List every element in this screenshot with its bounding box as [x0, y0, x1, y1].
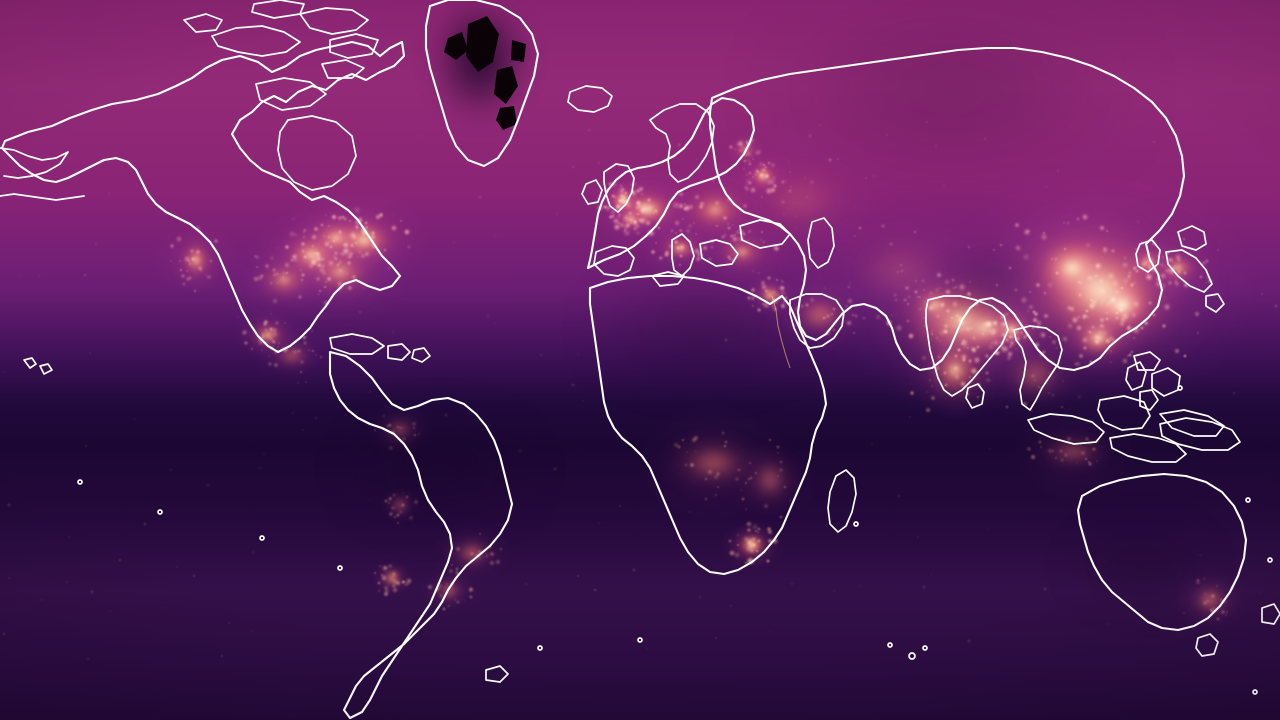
- coastline-indonesia: [1027, 351, 1225, 463]
- coastline-japan: [1165, 225, 1225, 313]
- coastline-aleutians: [0, 193, 85, 201]
- coastline-indochina: [1013, 325, 1063, 411]
- coastline-africa: [588, 274, 828, 576]
- coastline-falklands: [485, 665, 509, 683]
- coastline-asia: [708, 46, 1186, 372]
- coastline-europe: [586, 96, 756, 270]
- greenland-nodata: [444, 16, 526, 130]
- coastline-tasmania: [1195, 633, 1219, 657]
- coastline-scandinavia: [649, 103, 715, 183]
- coastline-caribbean: [329, 333, 431, 363]
- coastline-australia: [1076, 472, 1248, 632]
- coastline-hudson-bay: [277, 115, 357, 191]
- coastline-hawaii: [23, 357, 53, 375]
- coastline-canadian-arctic: [183, 0, 379, 111]
- small-islands: [77, 385, 1273, 695]
- coastline-new-guinea: [1159, 417, 1241, 451]
- coastline-sri-lanka: [965, 383, 985, 409]
- coastline-iceland: [567, 85, 613, 113]
- coastline-madagascar: [827, 469, 857, 533]
- coastline-north-america: [0, 40, 406, 354]
- coastline-new-zealand: [1261, 603, 1280, 625]
- coastline-mediterranean: [593, 233, 739, 287]
- coastline-alaska: [0, 147, 69, 179]
- nile-river: [771, 295, 791, 369]
- coastline-inland-seas: [739, 217, 835, 269]
- coastline-south-america: [328, 350, 514, 720]
